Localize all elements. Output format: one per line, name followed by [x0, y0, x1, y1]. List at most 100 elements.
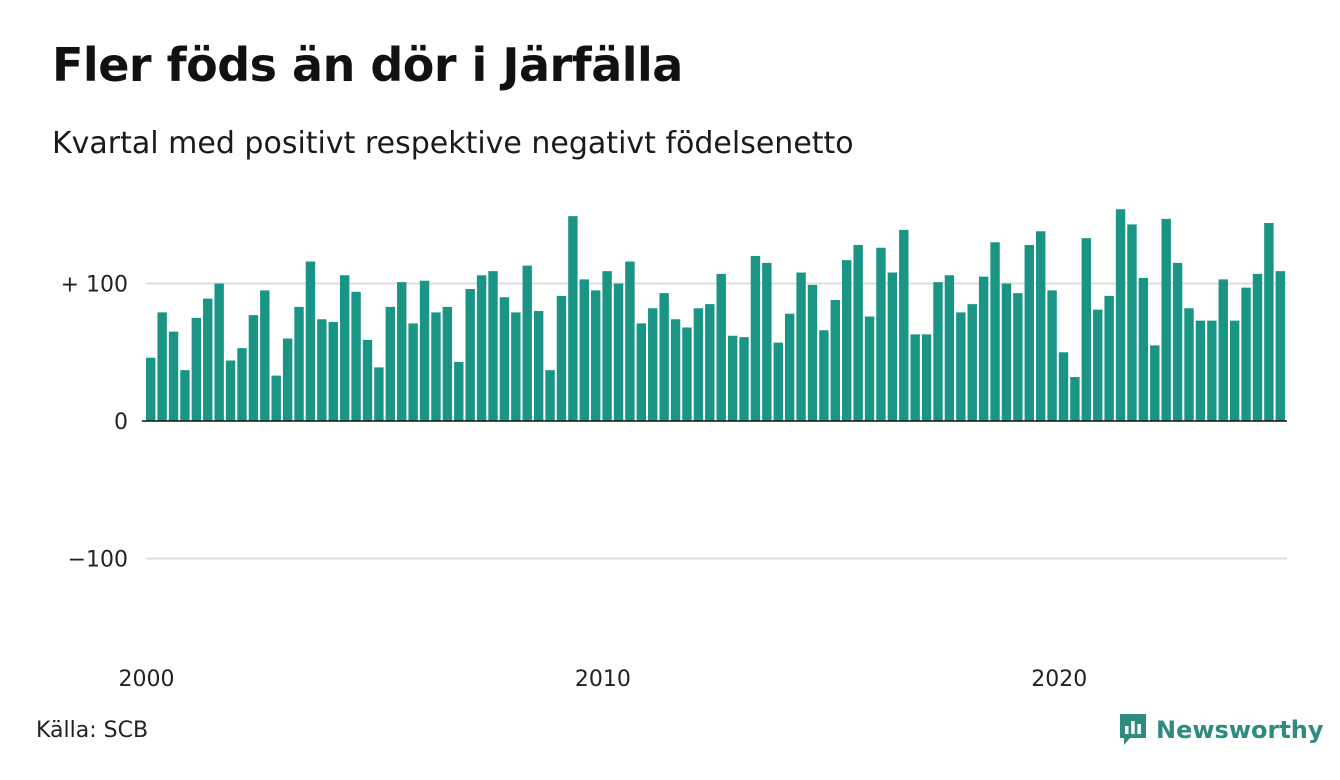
bar	[408, 323, 418, 422]
bar	[887, 272, 898, 421]
bar	[1264, 223, 1274, 421]
bar	[533, 311, 544, 421]
bar	[864, 316, 875, 421]
bar	[978, 276, 989, 422]
bar	[1013, 293, 1023, 422]
bar	[556, 295, 567, 422]
bar	[716, 273, 726, 422]
bar	[876, 247, 886, 421]
bar	[1024, 245, 1034, 421]
bar	[203, 298, 213, 422]
brand-name: Newsworthy	[1156, 716, 1324, 744]
bar	[762, 262, 772, 422]
bar	[146, 357, 156, 421]
bar	[1275, 271, 1285, 422]
bar	[1127, 224, 1137, 422]
bar	[374, 367, 384, 422]
bar	[1229, 320, 1240, 422]
bar	[522, 265, 532, 422]
newsworthy-logo-icon	[1120, 714, 1146, 745]
bar	[191, 317, 202, 422]
bar	[1218, 279, 1228, 422]
bar	[1115, 209, 1126, 421]
bar	[967, 304, 977, 422]
bar	[807, 284, 818, 422]
bar	[1161, 218, 1171, 422]
bar	[431, 312, 441, 422]
bar	[454, 361, 464, 422]
bar	[625, 261, 635, 421]
bar	[1070, 377, 1080, 421]
bar	[168, 331, 179, 422]
bar	[648, 308, 658, 421]
y-tick-label: 0	[114, 410, 128, 435]
x-tick-label: 2020	[1031, 667, 1087, 692]
bar	[899, 229, 909, 422]
bar	[1150, 345, 1160, 422]
bar	[225, 360, 236, 421]
bar	[796, 272, 806, 421]
bar	[1241, 287, 1251, 422]
bar	[944, 275, 955, 421]
bar	[773, 342, 783, 422]
bar	[180, 370, 190, 422]
bar	[305, 261, 316, 421]
bar	[613, 283, 624, 421]
bar	[933, 282, 943, 422]
bar	[260, 290, 270, 422]
bar	[910, 334, 920, 422]
bar	[1195, 320, 1206, 422]
bar	[853, 245, 863, 421]
bar	[419, 280, 430, 421]
bar	[1138, 278, 1149, 421]
bar	[590, 290, 601, 422]
bar	[956, 312, 966, 422]
bar	[476, 275, 487, 421]
bar	[214, 283, 224, 421]
bar	[237, 348, 247, 422]
bar	[294, 306, 304, 422]
x-tick-label: 2010	[575, 667, 631, 692]
bar	[693, 308, 704, 421]
bar	[362, 339, 373, 422]
bar	[705, 304, 715, 422]
bar	[727, 335, 738, 421]
bar	[157, 312, 167, 422]
bar	[670, 319, 681, 421]
bar	[442, 306, 453, 422]
bar	[488, 271, 498, 422]
bar	[1001, 283, 1012, 421]
bar	[1035, 231, 1046, 421]
y-tick-label: + 100	[61, 273, 128, 298]
bar	[682, 327, 692, 421]
bar	[990, 242, 1000, 421]
y-tick-label: −100	[68, 548, 128, 573]
bar	[465, 289, 475, 421]
bar	[1207, 320, 1217, 422]
bar	[282, 338, 293, 421]
bar	[784, 313, 795, 421]
bar	[317, 319, 327, 421]
bar	[1047, 290, 1057, 422]
bar	[1172, 262, 1183, 422]
bar	[545, 370, 555, 422]
bar	[499, 297, 510, 421]
bar	[602, 271, 612, 422]
bar	[1058, 352, 1069, 421]
bar	[1184, 308, 1194, 421]
brand-logo: Newsworthy	[1118, 712, 1324, 748]
bar	[750, 256, 761, 421]
bar	[842, 260, 852, 422]
bars	[146, 209, 1285, 422]
bar	[339, 275, 350, 421]
chart-subtitle: Kvartal med positivt respektive negativt…	[52, 126, 854, 161]
bar	[1081, 238, 1092, 422]
bar	[511, 312, 521, 422]
bar	[568, 216, 578, 422]
bar	[248, 315, 259, 422]
bar	[659, 293, 669, 422]
x-tick-label: 2000	[119, 667, 175, 692]
bar	[830, 300, 841, 421]
bar	[397, 282, 407, 422]
